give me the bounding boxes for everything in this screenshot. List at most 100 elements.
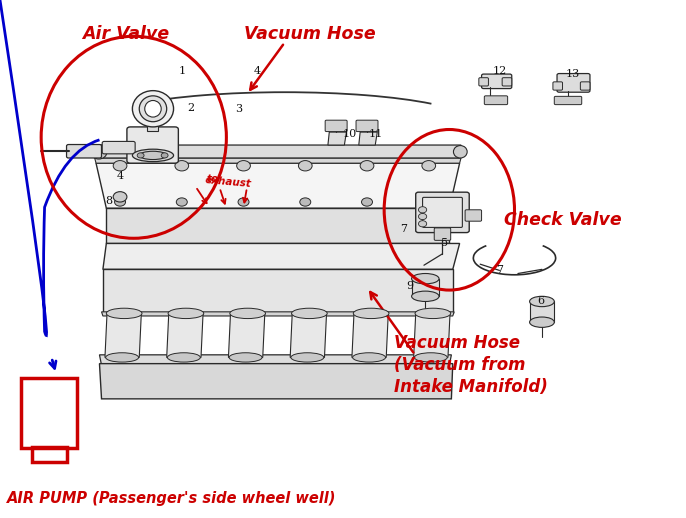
FancyBboxPatch shape [502,78,512,86]
FancyBboxPatch shape [479,78,488,86]
Circle shape [175,161,189,171]
Ellipse shape [167,353,200,362]
Polygon shape [359,132,377,145]
Ellipse shape [291,353,324,362]
Polygon shape [102,312,454,316]
Polygon shape [328,132,346,145]
Circle shape [360,161,374,171]
Bar [147,109,158,131]
Polygon shape [96,163,460,208]
Circle shape [161,153,168,158]
Circle shape [418,207,427,213]
Bar [412,279,439,296]
Polygon shape [352,313,388,357]
Polygon shape [106,208,449,243]
Ellipse shape [106,353,139,362]
Bar [21,378,77,448]
Ellipse shape [530,296,554,307]
Text: 4: 4 [254,66,261,77]
Polygon shape [99,364,453,399]
FancyBboxPatch shape [356,120,378,132]
Text: 10: 10 [343,128,357,139]
Ellipse shape [132,149,174,162]
Polygon shape [290,313,327,357]
Circle shape [176,198,187,206]
Ellipse shape [132,91,174,127]
FancyBboxPatch shape [484,96,508,105]
Ellipse shape [453,146,467,158]
Ellipse shape [414,353,447,362]
Ellipse shape [106,308,142,319]
FancyBboxPatch shape [465,210,482,221]
FancyBboxPatch shape [416,192,469,233]
Text: 8: 8 [105,196,112,206]
Circle shape [137,153,144,158]
Circle shape [113,192,127,202]
Ellipse shape [139,151,167,160]
Polygon shape [95,158,461,163]
Text: Check Valve: Check Valve [504,211,622,229]
Ellipse shape [230,308,265,319]
FancyBboxPatch shape [434,228,451,240]
Text: 13: 13 [566,68,580,79]
Text: exhaust: exhaust [204,176,251,190]
Circle shape [423,198,434,206]
Text: Vacuum Hose: Vacuum Hose [244,25,375,42]
FancyBboxPatch shape [325,120,347,132]
FancyBboxPatch shape [557,74,590,92]
Ellipse shape [168,308,204,319]
Ellipse shape [415,308,451,319]
Text: 4: 4 [117,171,123,181]
Text: 2: 2 [187,103,194,113]
Text: Air Valve: Air Valve [82,25,169,42]
Circle shape [298,161,312,171]
Text: 6: 6 [537,296,544,307]
Ellipse shape [353,308,389,319]
Text: 12: 12 [493,66,506,77]
Text: 7: 7 [496,265,503,276]
Circle shape [113,161,127,171]
Ellipse shape [530,317,554,327]
Text: Vacuum Hose
(Vacuum from
Intake Manifold): Vacuum Hose (Vacuum from Intake Manifold… [394,334,548,396]
Polygon shape [414,313,450,357]
Text: 7: 7 [400,224,407,234]
Ellipse shape [353,353,386,362]
FancyBboxPatch shape [554,96,582,105]
Polygon shape [167,313,203,357]
FancyBboxPatch shape [102,141,135,154]
FancyBboxPatch shape [580,82,590,90]
Bar [530,301,554,322]
Ellipse shape [412,274,439,284]
FancyBboxPatch shape [67,145,102,158]
Text: 1: 1 [178,66,185,77]
FancyBboxPatch shape [127,127,178,163]
Circle shape [418,213,427,220]
Circle shape [362,198,372,206]
Ellipse shape [145,100,161,117]
Ellipse shape [292,308,327,319]
Circle shape [300,198,311,206]
Text: 3: 3 [235,104,242,114]
Polygon shape [98,145,461,158]
Ellipse shape [91,145,107,159]
FancyBboxPatch shape [423,197,462,227]
FancyBboxPatch shape [482,74,512,89]
Polygon shape [103,269,453,313]
Circle shape [238,198,249,206]
Text: to: to [206,175,219,184]
Polygon shape [105,313,141,357]
Circle shape [422,161,436,171]
Ellipse shape [139,96,167,122]
Ellipse shape [229,353,262,362]
Text: 11: 11 [369,128,383,139]
Circle shape [237,161,250,171]
Circle shape [418,221,427,227]
FancyBboxPatch shape [553,82,563,90]
Polygon shape [99,355,451,365]
Polygon shape [228,313,265,357]
Text: AIR PUMP (Passenger's side wheel well): AIR PUMP (Passenger's side wheel well) [7,491,336,506]
Circle shape [115,198,126,206]
Text: 9: 9 [407,281,414,291]
Bar [32,447,67,462]
Ellipse shape [412,291,439,301]
